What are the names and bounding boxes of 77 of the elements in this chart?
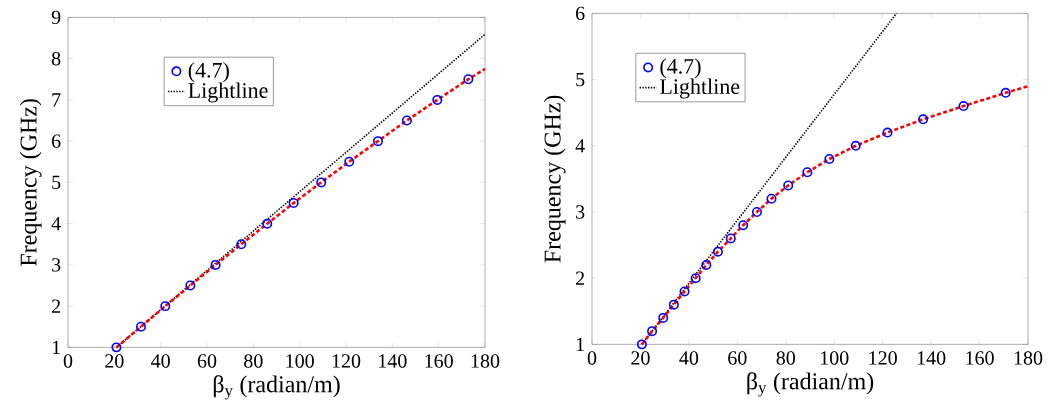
x-tick-label: 20: [631, 351, 650, 365]
y-tick-label: 2: [576, 271, 585, 285]
legend-label: Lightline: [188, 82, 268, 103]
y-tick-label: 3: [576, 205, 585, 219]
x-tick-label: 120: [332, 354, 361, 368]
point: [210, 259, 221, 270]
point: [658, 312, 669, 323]
point: [701, 259, 712, 270]
point: [918, 114, 929, 125]
point: [344, 156, 355, 167]
point: [647, 325, 658, 336]
x-tick-label: 180: [471, 354, 500, 368]
x-tick-label: 160: [425, 354, 453, 368]
legend-label: (4.7): [188, 61, 229, 82]
x-tick-label: 120: [869, 351, 897, 365]
point: [712, 246, 723, 257]
legend-label: Lightline: [660, 78, 740, 99]
x-tick-label: 140: [917, 351, 946, 365]
x-tick-label: 80: [776, 351, 796, 365]
point: [401, 115, 412, 126]
x-tick-label: 20: [105, 354, 124, 368]
y-axis-title: Frequency (GHz): [19, 98, 42, 266]
y-tick-label: 8: [51, 51, 61, 66]
y-tick-label: 3: [52, 257, 61, 272]
y-tick-label: 5: [52, 175, 61, 189]
y-tick-label: 2: [52, 299, 61, 313]
point: [958, 100, 969, 111]
point: [288, 197, 299, 208]
point: [135, 321, 146, 332]
x-tick-label: 0: [587, 351, 597, 365]
point: [824, 153, 835, 164]
y-axis-title: Frequency (GHz): [543, 95, 566, 263]
y-tick-label: 6: [576, 6, 585, 20]
x-tick-label: 80: [244, 354, 263, 368]
point: [111, 342, 122, 353]
point: [738, 220, 749, 231]
y-tick-label: 7: [52, 93, 61, 107]
point: [766, 193, 777, 204]
point: [802, 167, 813, 178]
point: [432, 94, 443, 105]
point: [668, 299, 679, 310]
point: [1000, 87, 1011, 98]
point: [783, 180, 794, 191]
x-tick-label: 40: [151, 354, 170, 368]
y-tick-label: 4: [575, 139, 585, 153]
x-tick-label: 160: [966, 351, 994, 365]
x-axis-title: β$_{y}$ (radian/m): [213, 375, 340, 400]
y-tick-label: 9: [51, 10, 61, 24]
point: [690, 272, 701, 283]
point: [160, 300, 171, 311]
point: [185, 280, 196, 291]
point: [463, 74, 474, 85]
y-tick-label: 1: [52, 340, 60, 354]
y-tick-label: 5: [576, 72, 585, 87]
point: [262, 218, 273, 229]
point: [636, 339, 647, 350]
x-axis-title: β$_{y}$ (radian/m): [747, 372, 874, 397]
x-tick-label: 0: [63, 354, 73, 368]
x-tick-label: 40: [679, 351, 699, 365]
x-tick-label: 100: [286, 354, 314, 368]
point: [316, 177, 327, 188]
x-tick-label: 180: [1014, 351, 1043, 365]
x-tick-label: 60: [728, 351, 747, 365]
y-tick-label: 4: [51, 216, 61, 231]
point: [882, 127, 893, 138]
point: [725, 233, 736, 244]
point: [372, 135, 383, 146]
legend-label: (4.7): [660, 58, 701, 79]
point: [679, 286, 690, 297]
y-tick-label: 6: [52, 134, 61, 148]
x-tick-label: 60: [197, 354, 217, 368]
point: [751, 206, 762, 217]
x-tick-label: 100: [820, 351, 849, 365]
point: [850, 140, 861, 151]
x-tick-label: 140: [379, 354, 407, 368]
y-tick-label: 1: [576, 337, 584, 351]
point: [236, 239, 247, 250]
